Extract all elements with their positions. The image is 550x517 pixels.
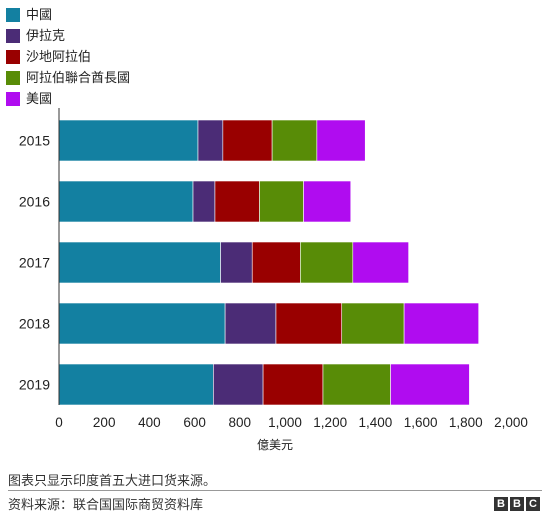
legend-item: 阿拉伯聯合酋長國 [6,67,130,88]
stacked-bar-chart: 2015 2016 2017 2018 2019 0 200 400 600 800 1,000 1,… [19,108,528,452]
legend-label: 美國 [26,91,53,106]
legend-label: 沙地阿拉伯 [26,49,92,64]
bar-segment [251,241,301,284]
bbc-logo: B B C [494,497,540,511]
x-tick-label: 800 [229,415,252,430]
bar-segment [352,241,409,284]
bar-segment [58,241,221,284]
x-tick-label: 2,000 [494,415,528,430]
chart-footnote: 图表只显示印度首五大进口货来源。 [8,473,217,488]
x-tick-label: 1,600 [404,415,438,430]
source-divider [8,490,542,491]
bar-segment [271,119,318,162]
bar-segment [390,363,470,406]
bar-segment [322,363,391,406]
logo-letter: B [510,497,524,511]
chart-source: 资料来源：联合国国际商贸资料库 [8,497,204,512]
bar-segment [58,119,199,162]
legend-swatch [6,28,20,43]
legend-swatch [6,49,20,64]
x-tick-label: 200 [93,415,116,430]
logo-letter: B [494,497,508,511]
bar-segment [403,302,479,345]
bar-segment [303,180,352,223]
bar-segment [222,119,273,162]
logo-letter: C [526,497,540,511]
legend-item: 中國 [6,4,130,25]
legend-label: 阿拉伯聯合酋長國 [26,70,131,85]
legend-label: 中國 [26,7,53,22]
y-tick-label: 2015 [19,133,50,149]
chart-legend: 中國伊拉克沙地阿拉伯阿拉伯聯合酋長國 美國 [6,4,130,109]
bar-segment [341,302,405,345]
bar-segment [58,302,226,345]
bar-segment [58,363,214,406]
bar-segment [220,241,253,284]
bar-segment [192,180,216,223]
bar-segment [58,180,194,223]
bar-segment [262,363,324,406]
y-tick-label: 2018 [19,316,50,332]
x-tick-label: 1,200 [313,415,347,430]
bar-segment [316,119,366,162]
x-tick-label: 400 [138,415,161,430]
x-axis-label: 億美元 [257,438,293,452]
legend-swatch [6,7,20,22]
bar-segment [213,363,264,406]
bar-segment [275,302,343,345]
legend-item: 沙地阿拉伯 [6,46,130,67]
y-tick-label: 2016 [19,194,50,210]
x-tick-label: 1,800 [449,415,483,430]
legend-swatch [6,91,20,106]
x-tick-label: 1,400 [359,415,393,430]
legend-item: 伊拉克 [6,25,130,46]
bar-segment [197,119,224,162]
x-tick-label: 1,000 [268,415,302,430]
bar-segment [224,302,277,345]
x-tick-label: 600 [183,415,206,430]
bar-segment [214,180,260,223]
legend-label: 伊拉克 [26,28,66,43]
bar-segment [300,241,354,284]
y-tick-label: 2017 [19,255,50,271]
y-tick-label: 2019 [19,377,50,393]
legend-item: 美國 [6,88,130,109]
bar-segment [259,180,304,223]
legend-swatch [6,70,20,85]
x-tick-label: 0 [55,415,63,430]
